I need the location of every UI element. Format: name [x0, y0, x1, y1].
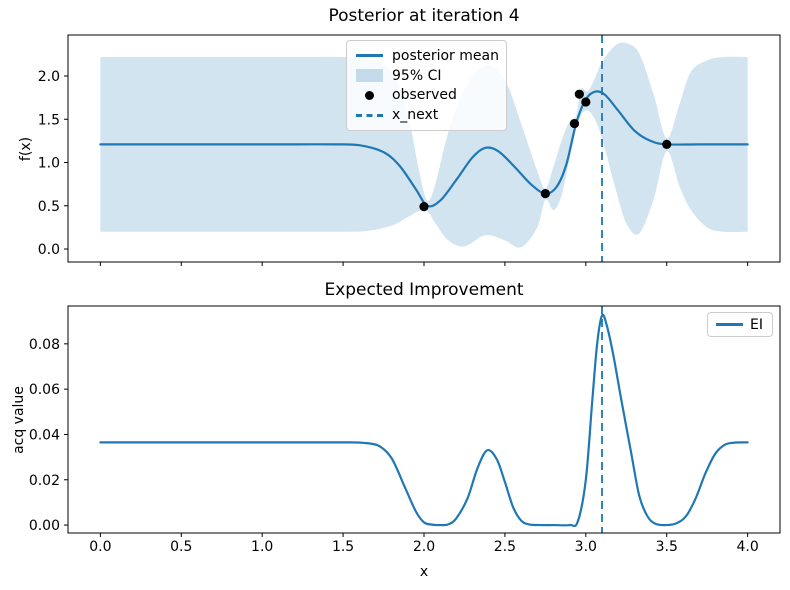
legend-item-ei: EI: [716, 315, 764, 334]
ei-line-glyph: [716, 323, 743, 326]
posterior-legend: posterior mean 95% CI observed x_next: [346, 40, 507, 131]
legend-label: EI: [750, 316, 763, 333]
ei-legend: EI: [707, 312, 773, 337]
ei-chart-title: Expected Improvement: [324, 280, 524, 300]
posterior-mean: [99, 90, 749, 208]
x-tick-label: 1.0: [251, 539, 273, 555]
legend-item-observed: observed: [356, 86, 496, 106]
y-tick-label: 0.08: [29, 337, 60, 353]
y-tick-label: 0.5: [38, 199, 60, 215]
legend-label: observed: [392, 87, 457, 104]
x-tick-label: 2.0: [413, 539, 435, 555]
y-tick-label: 0.0: [38, 242, 60, 258]
x-axis-label: x: [419, 564, 429, 580]
legend-label: 95% CI: [392, 67, 442, 84]
x-tick-label: 0.5: [170, 539, 192, 555]
y-tick-label: 2.0: [38, 69, 60, 85]
observed-dot-glyph: [356, 90, 383, 100]
x-next-dashed-glyph: [356, 113, 383, 117]
x-tick-label: 2.5: [494, 539, 516, 555]
x-tick-label: 4.0: [737, 539, 759, 555]
observed-point: [662, 139, 672, 149]
legend-item-posterior-mean: posterior mean: [356, 46, 499, 66]
posterior-mean-line-glyph: [356, 54, 383, 58]
y-tick-label: 0.00: [29, 518, 60, 534]
x-tick-label: 3.0: [575, 539, 597, 555]
ci-patch-glyph: [356, 69, 383, 83]
x-tick-label: 3.5: [656, 539, 678, 555]
y-tick-label: 0.06: [29, 382, 60, 398]
legend-label: posterior mean: [392, 47, 499, 64]
ci-band: [100, 42, 748, 248]
y-tick-label: 0.02: [29, 473, 60, 489]
observed-point: [574, 89, 584, 99]
x-tick-label: 0.0: [89, 539, 111, 555]
x-tick-label: 1.5: [332, 539, 354, 555]
observed-point: [419, 202, 429, 212]
legend-item-ci: 95% CI: [356, 66, 496, 86]
y-tick-label: 0.04: [29, 427, 60, 443]
posterior-chart-title: Posterior at iteration 4: [328, 6, 520, 26]
y-tick-label: 1.0: [38, 156, 60, 172]
legend-item-x-next: x_next: [356, 105, 496, 125]
observed-point: [569, 118, 580, 129]
observed-point: [581, 97, 591, 107]
axes-frame: [67, 305, 781, 534]
y-tick-label: 1.5: [38, 112, 60, 128]
legend-label: x_next: [392, 107, 439, 124]
ei-curve: [99, 313, 749, 528]
observed-point: [540, 189, 550, 199]
